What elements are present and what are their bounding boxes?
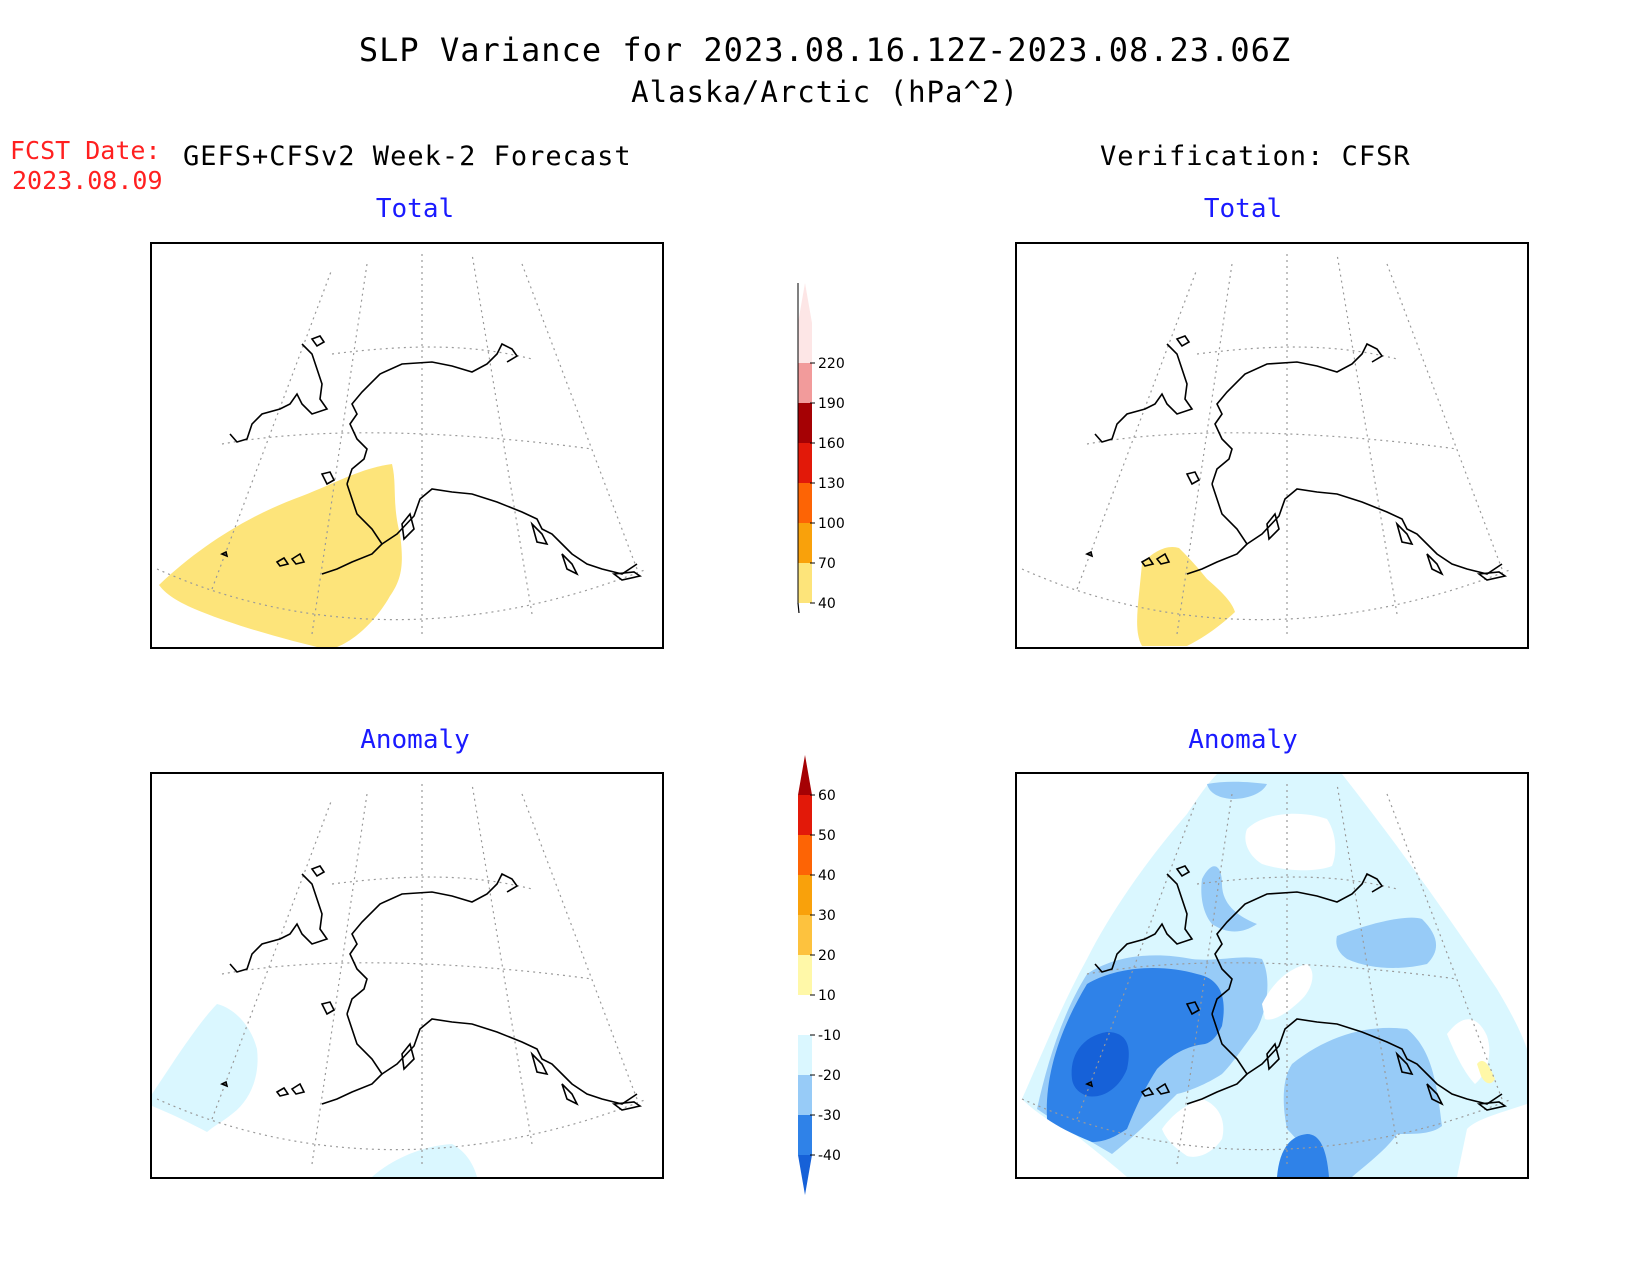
anomaly-zero-white	[1262, 964, 1313, 1020]
colorbar-swatch	[798, 915, 812, 955]
colorbar-swatch	[798, 1035, 812, 1075]
colorbar-swatch	[798, 995, 812, 1035]
map-panel-forecast-anomaly	[150, 772, 664, 1179]
graticule	[1021, 783, 1513, 1165]
colorbar-swatch	[798, 403, 812, 443]
map-panel-verification-total	[1015, 242, 1529, 649]
ver-anomaly-title: Anomaly	[1188, 725, 1298, 755]
colorbar-tick-label: 40	[818, 596, 836, 612]
variance-contour-40	[159, 464, 402, 647]
colorbar-tick-label: -30	[818, 1108, 841, 1124]
colorbar-tick-label: 160	[818, 436, 845, 452]
chart-title: SLP Variance for 2023.08.16.12Z-2023.08.…	[358, 31, 1292, 69]
anomaly-zero-white	[1245, 813, 1336, 871]
colorbar-end-cap	[798, 755, 812, 795]
map-panel-forecast-total	[150, 242, 664, 649]
colorbar-tick-label: 100	[818, 516, 845, 532]
colorbar-tail	[797, 602, 803, 644]
fcst-total-title: Total	[375, 194, 455, 224]
colorbar-swatch	[798, 1075, 812, 1115]
anomaly-zero-white	[1162, 1099, 1224, 1157]
anomaly-contour-neg40	[1071, 1032, 1129, 1097]
coastline	[220, 335, 643, 581]
colorbar-swatch	[798, 483, 812, 523]
colorbar-tick-label: 70	[818, 556, 836, 572]
coastline	[1085, 335, 1508, 581]
colorbar-anomaly: 60 50 40 30 20 10 -10 -20 -30 -40	[790, 755, 870, 1209]
chart-subtitle: Alaska/Arctic (hPa^2)	[631, 75, 1019, 109]
colorbar-tail	[798, 283, 812, 323]
fcst-anomaly-title: Anomaly	[360, 725, 470, 755]
anomaly-contour-neg10	[152, 1004, 258, 1132]
colorbar-end-cap	[798, 1155, 812, 1195]
colorbar-tick-label: 20	[818, 948, 836, 964]
anomaly-contour-neg30	[1046, 968, 1224, 1142]
anomaly-contour-neg20	[1201, 866, 1257, 932]
colorbar-swatch	[798, 443, 812, 483]
colorbar-swatch	[798, 795, 812, 835]
colorbar-tick-label: 40	[818, 868, 836, 884]
colorbar-swatch	[798, 875, 812, 915]
colorbar-tick-label: 50	[818, 828, 836, 844]
fcst-date-label: FCST Date:	[10, 136, 161, 165]
colorbar-tick-label: 60	[818, 788, 836, 804]
verification-heading: Verification: CFSR	[1100, 141, 1411, 172]
fcst-date-value: 2023.08.09	[12, 166, 163, 195]
graticule	[1021, 253, 1513, 635]
colorbar-swatch	[798, 523, 812, 563]
ver-total-title: Total	[1203, 194, 1283, 224]
anomaly-contour-neg20	[1283, 1027, 1442, 1177]
colorbar-swatch	[798, 835, 812, 875]
map-panel-verification-anomaly	[1015, 772, 1529, 1179]
colorbar-tick-label: -40	[818, 1148, 841, 1164]
colorbar-swatch	[798, 1115, 812, 1155]
colorbar-swatch	[798, 363, 812, 403]
graticule	[156, 253, 648, 635]
coastline	[220, 865, 643, 1111]
colorbar-total: 40 70 100 130 160 190 220	[790, 283, 870, 644]
colorbar-swatch	[798, 955, 812, 995]
colorbar-tick-label: -20	[818, 1068, 841, 1084]
colorbar-swatch	[798, 323, 812, 363]
variance-contour-40	[1137, 546, 1235, 646]
anomaly-contour-neg20	[1207, 781, 1267, 799]
anomaly-contour-neg30	[1277, 1134, 1329, 1177]
forecast-heading: GEFS+CFSv2 Week-2 Forecast	[183, 141, 632, 172]
colorbar-tick-label: 10	[818, 988, 836, 1004]
anomaly-contour-neg10	[372, 1144, 477, 1177]
colorbar-tick-label: 190	[818, 396, 845, 412]
graticule	[156, 783, 648, 1165]
anomaly-contour-pos10	[1477, 1060, 1495, 1084]
coastline	[1085, 865, 1508, 1111]
colorbar-swatch	[798, 563, 812, 603]
colorbar-tick-label: 130	[818, 476, 845, 492]
colorbar-tick-label: 30	[818, 908, 836, 924]
colorbar-tick-label: 220	[818, 356, 845, 372]
colorbar-tick-label: -10	[818, 1028, 841, 1044]
